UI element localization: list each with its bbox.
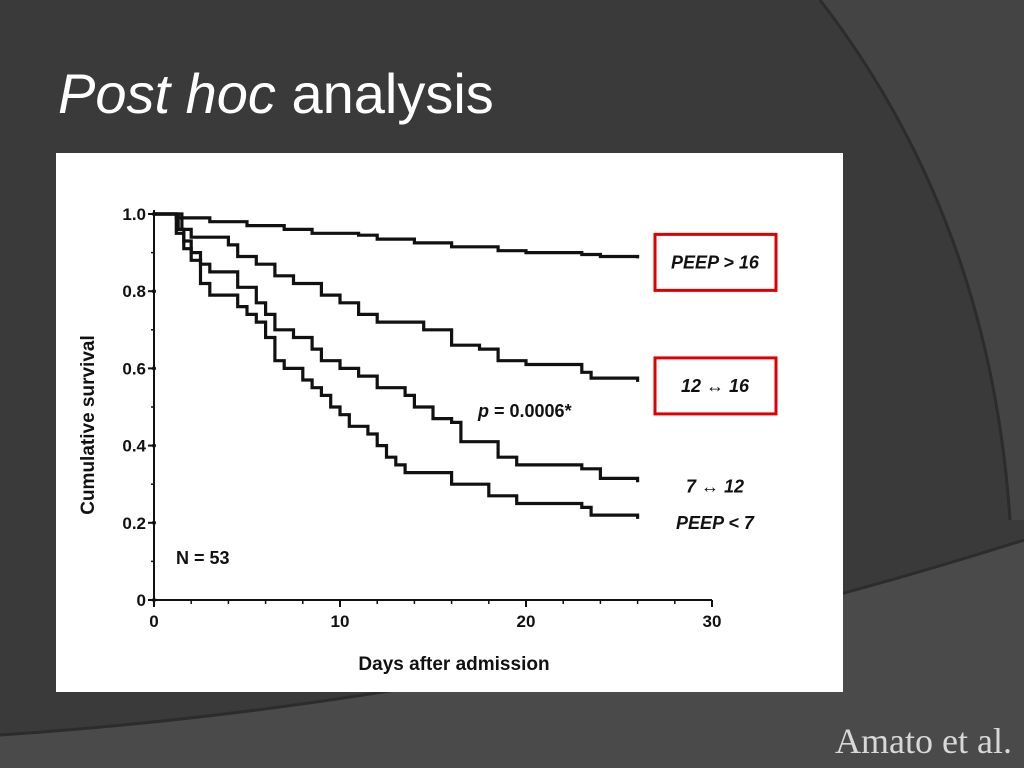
y-axis-label: Cumulative survival — [78, 335, 99, 515]
series-label-4: PEEP < 7 — [676, 513, 755, 533]
citation: Amato et al. — [835, 721, 1012, 761]
x-tick-label: 10 — [331, 612, 350, 631]
survival-chart: 0 0.2 0.4 0.6 0.8 1.0 0 10 20 30 Cumulative survi… — [78, 205, 778, 675]
series-line-3 — [154, 212, 640, 483]
slide-title-rest: analysis — [291, 62, 494, 125]
x-tick-label: 30 — [703, 612, 722, 631]
p-symbol: p — [477, 401, 489, 421]
p-value-annotation: p = 0.0006* — [477, 401, 572, 421]
y-tick-label: 0 — [137, 591, 146, 610]
slide-title: Post hoc analysis — [58, 66, 494, 122]
chart-series — [154, 212, 640, 519]
y-tick-dot — [152, 443, 156, 448]
chart-panel: 0 0.2 0.4 0.6 0.8 1.0 0 10 20 30 Cumulative survi… — [56, 153, 843, 692]
y-tick-label: 0.4 — [122, 437, 146, 456]
highlight-box — [653, 356, 778, 416]
series-label-text: 7 ↔ 12 — [686, 476, 744, 496]
series-label-2: 12 ↔ 16 — [653, 356, 778, 416]
x-axis-label: Days after admission — [358, 654, 549, 675]
series-label-1: PEEP > 16 — [653, 232, 778, 292]
highlight-box — [653, 232, 778, 292]
series-label-text: 12 ↔ 16 — [681, 376, 750, 396]
y-tick-dot — [152, 520, 156, 525]
y-tick-label: 0.2 — [122, 514, 146, 533]
chart-axes: 0 0.2 0.4 0.6 0.8 1.0 0 10 20 30 — [122, 205, 721, 631]
series-line-2 — [154, 212, 640, 382]
y-tick-label: 0.8 — [122, 282, 146, 301]
x-tick-label: 0 — [149, 612, 158, 631]
series-label-text: PEEP > 16 — [671, 252, 760, 272]
p-value: = 0.0006* — [494, 401, 572, 421]
series-line-1 — [154, 212, 640, 259]
y-tick-dot — [152, 366, 156, 371]
x-tick-label: 20 — [517, 612, 536, 631]
y-tick-label: 1.0 — [122, 205, 146, 224]
series-line-4 — [154, 212, 640, 519]
series-label-3: 7 ↔ 12 — [686, 476, 744, 496]
n-label: N = 53 — [176, 548, 230, 568]
chart-labels: Cumulative survival Days after admission… — [78, 232, 778, 675]
y-tick-label: 0.6 — [122, 359, 146, 378]
slide-title-italic: Post hoc — [58, 62, 276, 125]
y-tick-dot — [152, 289, 156, 294]
series-label-text: PEEP < 7 — [676, 513, 755, 533]
